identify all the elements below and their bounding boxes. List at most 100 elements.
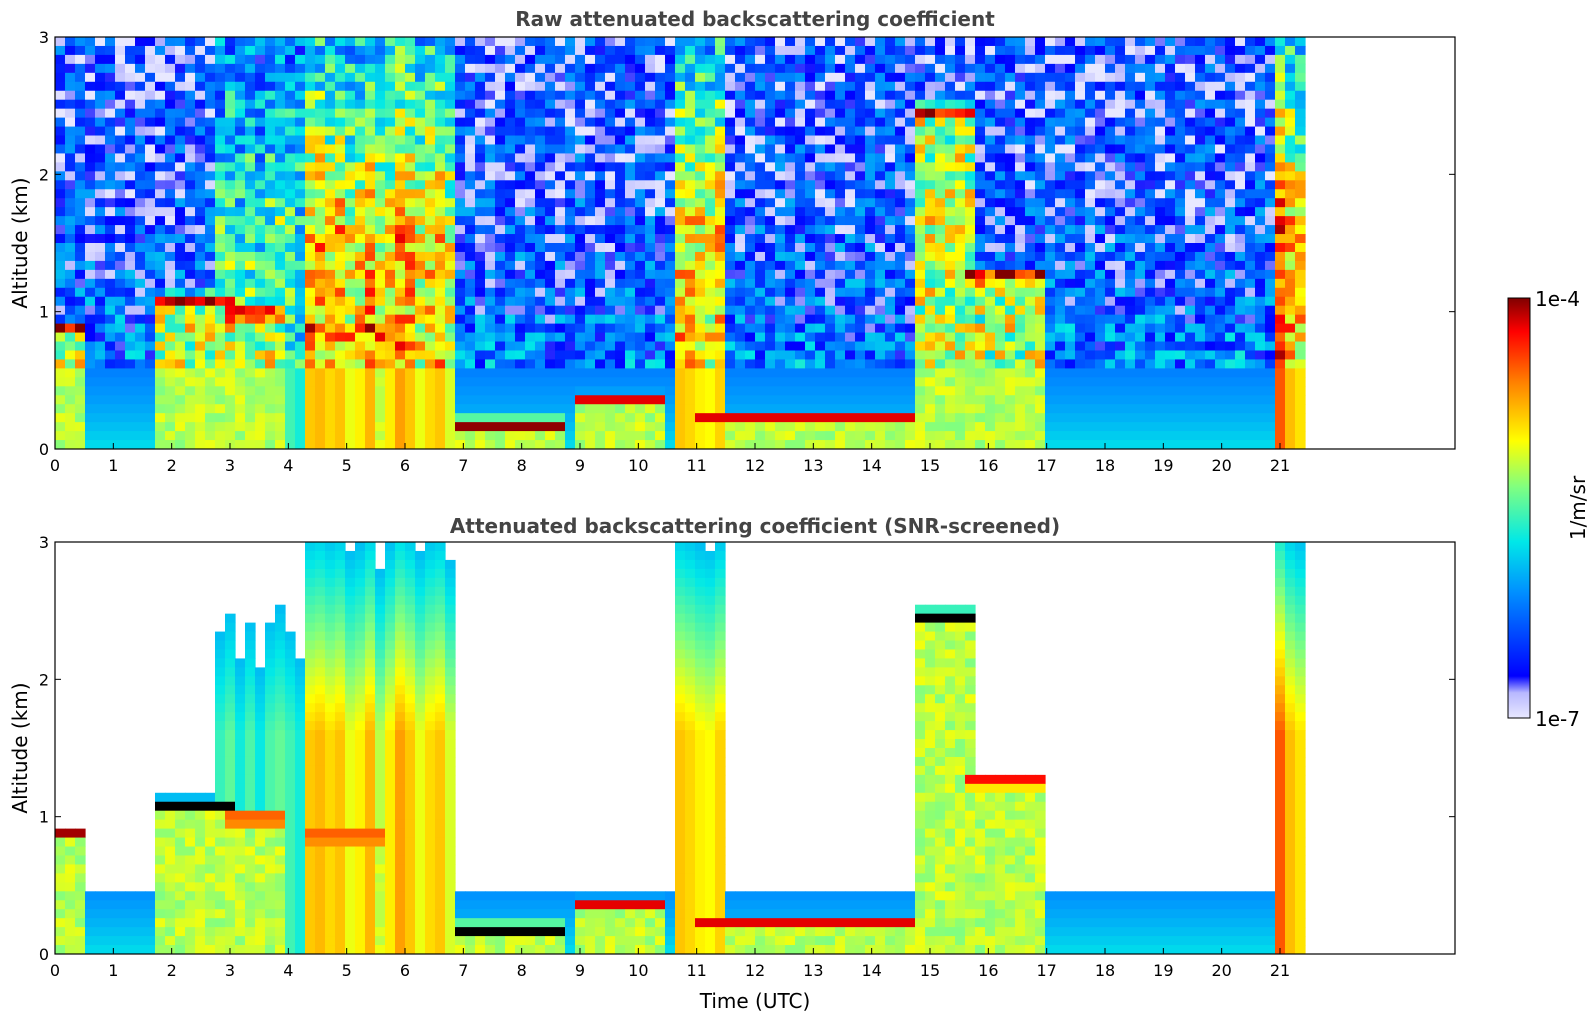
heatmap-cell (275, 350, 286, 361)
heatmap-cell (85, 341, 96, 352)
heatmap-cell (1115, 108, 1126, 119)
heatmap-cell (555, 440, 566, 449)
heatmap-cell (765, 171, 776, 181)
heatmap-cell (1095, 323, 1106, 334)
heatmap-cell (425, 198, 436, 208)
heatmap-cell (325, 171, 336, 181)
heatmap-cell (655, 386, 666, 396)
heatmap-cell (845, 431, 856, 441)
heatmap-cell (805, 323, 816, 334)
heatmap-cell (1045, 395, 1056, 405)
heatmap-cell (765, 162, 776, 172)
heatmap-cell (205, 198, 216, 208)
heatmap-cell (1045, 189, 1056, 199)
heatmap-cell (955, 180, 966, 190)
heatmap-cell (865, 81, 876, 92)
heatmap-cell (545, 90, 556, 101)
heatmap-cell (85, 234, 96, 244)
heatmap-cell (965, 234, 976, 244)
heatmap-cell (925, 413, 936, 423)
heatmap-cell (325, 126, 336, 137)
heatmap-cell (485, 260, 496, 271)
heatmap-cell (915, 117, 926, 128)
heatmap-cell (495, 243, 506, 253)
heatmap-cell (595, 404, 606, 414)
heatmap-cell (985, 260, 996, 271)
heatmap-cell (135, 99, 146, 110)
heatmap-cell (445, 305, 456, 316)
heatmap-cell (375, 243, 386, 253)
heatmap-cell (75, 81, 86, 92)
heatmap-cell (105, 359, 116, 369)
heatmap-cell (745, 117, 756, 128)
heatmap-cell (625, 422, 636, 432)
heatmap-cell (895, 99, 906, 110)
heatmap-cell (535, 287, 546, 298)
heatmap-cell (695, 243, 706, 253)
heatmap-cell (315, 189, 326, 199)
heatmap-cell (465, 198, 476, 208)
heatmap-cell (525, 117, 536, 128)
heatmap-cell (795, 117, 806, 128)
heatmap-cell (1125, 162, 1136, 172)
heatmap-cell (335, 234, 346, 244)
heatmap-cell (455, 314, 466, 325)
heatmap-cell (95, 144, 106, 155)
heatmap-cell (825, 368, 836, 378)
heatmap-cell (715, 180, 726, 190)
heatmap-cell (395, 144, 406, 155)
heatmap-cell (615, 189, 626, 199)
heatmap-cell (275, 296, 286, 307)
heatmap-cell (125, 72, 136, 83)
heatmap-cell (725, 153, 736, 163)
heatmap-cell (1075, 404, 1086, 414)
heatmap-cell (485, 359, 496, 369)
heatmap-cell (995, 45, 1006, 56)
heatmap-cell (765, 260, 776, 271)
heatmap-cell (405, 216, 416, 226)
heatmap-cell (1135, 171, 1146, 181)
heatmap-cell (1075, 90, 1086, 101)
heatmap-cell (645, 440, 656, 449)
heatmap-cell (915, 198, 926, 208)
heatmap-cell (795, 260, 806, 271)
heatmap-cell (555, 386, 566, 396)
heatmap-cell (615, 395, 626, 405)
heatmap-cell (505, 395, 516, 405)
heatmap-cell (165, 341, 176, 352)
heatmap-cell (475, 153, 486, 163)
heatmap-cell (295, 126, 306, 137)
heatmap-cell (65, 243, 76, 253)
heatmap-cell (595, 350, 606, 361)
heatmap-cell (455, 395, 466, 405)
heatmap-cell (85, 260, 96, 271)
heatmap-cell (395, 63, 406, 74)
heatmap-cell (415, 54, 426, 65)
heatmap-cell (955, 90, 966, 101)
heatmap-cell (175, 359, 186, 369)
heatmap-cell (375, 54, 386, 65)
heatmap-cell (745, 278, 756, 289)
heatmap-cell (525, 395, 536, 405)
heatmap-cell (525, 153, 536, 163)
heatmap-cell (335, 287, 346, 298)
heatmap-cell (515, 314, 526, 325)
heatmap-cell (635, 126, 646, 137)
heatmap-cell (705, 90, 716, 101)
heatmap-cell (895, 413, 906, 423)
heatmap-cell (835, 99, 846, 110)
heatmap-cell (775, 395, 786, 405)
heatmap-cell (675, 225, 686, 235)
heatmap-cell (535, 314, 546, 325)
heatmap-cell (735, 251, 746, 262)
heatmap-cell (835, 332, 846, 343)
heatmap-cell (505, 54, 516, 65)
heatmap-cell (1005, 278, 1016, 289)
heatmap-cell (415, 189, 426, 199)
heatmap-cell (665, 54, 676, 65)
heatmap-cell (1105, 332, 1116, 343)
heatmap-cell (735, 395, 746, 405)
heatmap-cell (255, 54, 266, 65)
heatmap-cell (165, 278, 176, 289)
heatmap-cell (215, 332, 226, 343)
